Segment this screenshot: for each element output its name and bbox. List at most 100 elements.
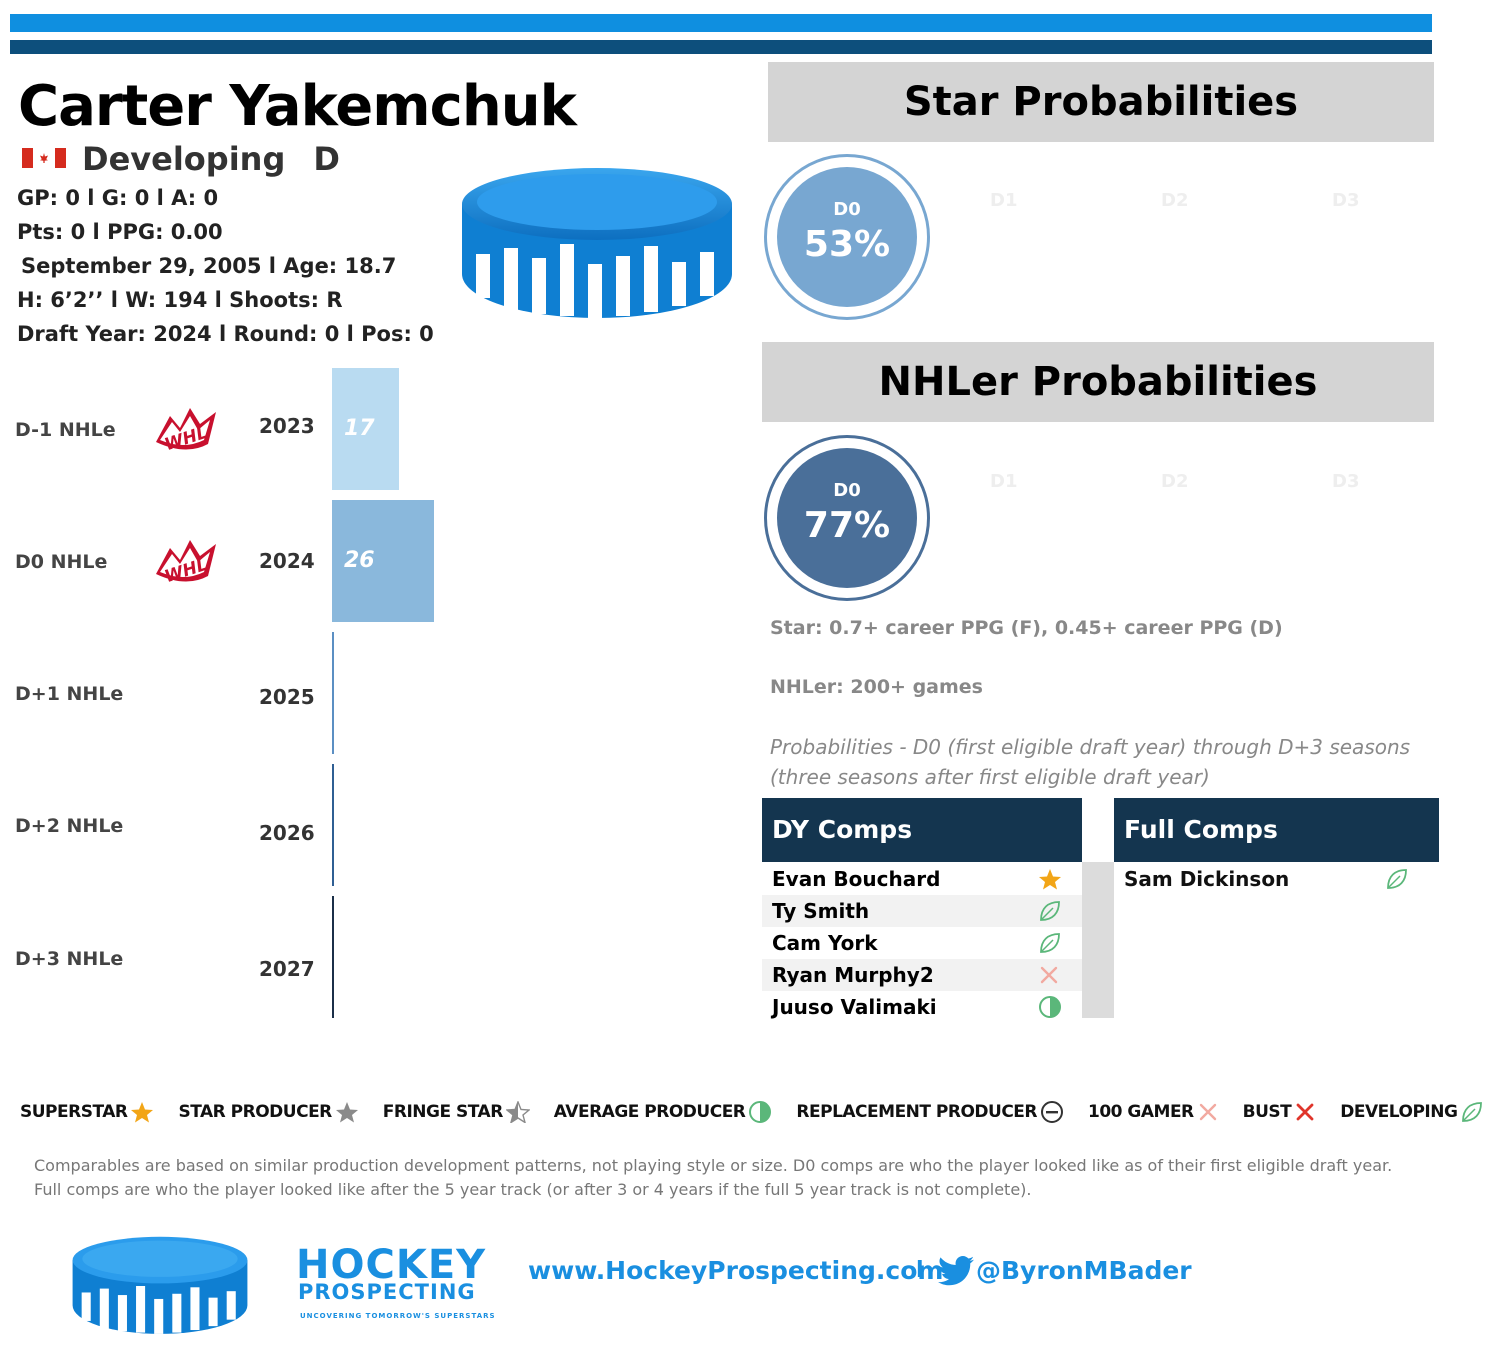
dy-comp-row[interactable]: Juuso Valimaki: [762, 991, 1082, 1023]
comp-player-name: Cam York: [772, 931, 878, 955]
legend-label: SUPERSTAR: [20, 1102, 128, 1122]
nhle-row-label: D+2 NHLe: [15, 815, 124, 837]
nhle-row-label: D0 NHLe: [15, 551, 108, 573]
average-producer-icon: [745, 1100, 772, 1124]
nhle-row-year: 2023: [259, 414, 315, 438]
nhle-bar: [332, 764, 334, 886]
star-d1-label: D1: [990, 190, 1018, 211]
comp-player-name: Juuso Valimaki: [772, 995, 937, 1019]
nhle-row-year: 2025: [259, 685, 315, 709]
legend-item: REPLACEMENT PRODUCER: [796, 1100, 1064, 1124]
nhler-probabilities-header: NHLer Probabilities: [762, 342, 1434, 422]
nhler-d0-label: D0: [833, 480, 861, 501]
header-accent-bar: [10, 14, 1432, 32]
comp-player-name: Ryan Murphy2: [772, 963, 934, 987]
comps-divider: [1082, 862, 1114, 1018]
brand-name-line1: HOCKEY: [296, 1242, 487, 1288]
header-accent-bar-dark: [10, 40, 1432, 54]
comp-player-name: Sam Dickinson: [1124, 867, 1290, 891]
nhle-bar-value: 26: [344, 548, 375, 573]
star-d0-circle: D0 53%: [764, 154, 930, 320]
hockey-puck-logo: [462, 168, 732, 318]
legend-item: STAR PRODUCER: [178, 1101, 358, 1123]
developing-icon: [1385, 867, 1411, 891]
star-probabilities-header: Star Probabilities: [768, 62, 1434, 142]
average-producer-icon: [1038, 995, 1064, 1019]
legend-item: 100 GAMER: [1088, 1101, 1219, 1123]
developing-icon: [1038, 899, 1064, 923]
nhle-row-label: D+1 NHLe: [15, 683, 124, 705]
developing-icon: [1038, 931, 1064, 955]
legend-label: REPLACEMENT PRODUCER: [796, 1102, 1038, 1122]
nhler-definition: NHLer: 200+ games: [770, 676, 983, 698]
nhler-d1-label: D1: [990, 471, 1018, 492]
nhle-row-year: 2024: [259, 549, 315, 573]
player-name: Carter Yakemchuk: [18, 74, 577, 139]
comp-type-legend: SUPERSTAR STAR PRODUCER FRINGE STAR AVERAGE…: [20, 1100, 1488, 1124]
player-status-line: Developing D: [82, 140, 340, 178]
legend-item: AVERAGE PRODUCER: [554, 1100, 773, 1124]
brand-tagline: UNCOVERING TOMORROW'S SUPERSTARS: [300, 1312, 496, 1320]
legend-item: SUPERSTAR: [20, 1101, 154, 1123]
star-producer-icon: [332, 1101, 359, 1123]
comparables-footnote: Comparables are based on similar product…: [34, 1156, 1393, 1199]
developing-icon: [1457, 1100, 1484, 1124]
nhle-bar: 17: [332, 368, 399, 490]
dy-comp-row[interactable]: Cam York: [762, 927, 1082, 959]
dy-comp-row[interactable]: Ryan Murphy2: [762, 959, 1082, 991]
full-comp-row[interactable]: Sam Dickinson: [1114, 863, 1439, 895]
canada-flag-icon: [22, 148, 66, 168]
player-draft-line: Draft Year: 2024 l Round: 0 l Pos: 0: [17, 322, 434, 346]
bust-icon: [1291, 1101, 1316, 1123]
player-position: D: [313, 140, 340, 178]
brand-name-line2: PROSPECTING: [298, 1280, 476, 1304]
player-points-line: Pts: 0 l PPG: 0.00: [17, 220, 223, 244]
legend-label: BUST: [1242, 1102, 1292, 1122]
100-gamer-icon: [1038, 963, 1064, 987]
footer-separator: l: [916, 1258, 924, 1283]
player-stats-line: GP: 0 l G: 0 l A: 0: [17, 186, 219, 210]
player-status: Developing: [82, 140, 286, 178]
nhle-bar: [332, 632, 334, 754]
nhler-d0-circle: D0 77%: [764, 435, 930, 601]
player-size-line: H: 6’2’’ l W: 194 l Shoots: R: [17, 288, 343, 312]
superstar-icon: [1038, 867, 1064, 891]
twitter-handle[interactable]: @ByronMBader: [976, 1256, 1192, 1285]
whl-logo-icon: WHL: [150, 402, 224, 458]
star-d0-value: 53%: [803, 224, 891, 265]
star-definition: Star: 0.7+ career PPG (F), 0.45+ career …: [770, 617, 1283, 639]
nhle-row-year: 2027: [259, 957, 315, 981]
legend-item: DEVELOPING: [1340, 1100, 1484, 1124]
hockey-prospecting-puck-logo: [72, 1236, 248, 1334]
legend-label: DEVELOPING: [1340, 1102, 1458, 1122]
nhle-row-label: D-1 NHLe: [15, 419, 116, 441]
fringe-star-icon: [503, 1101, 530, 1123]
nhle-bar-value: 17: [344, 416, 375, 441]
legend-label: STAR PRODUCER: [178, 1102, 332, 1122]
whl-logo-icon: WHL: [150, 534, 224, 590]
star-d3-label: D3: [1332, 190, 1360, 211]
nhle-bar: 26: [332, 500, 434, 622]
player-birth-line: September 29, 2005 l Age: 18.7: [21, 254, 397, 278]
comp-player-name: Evan Bouchard: [772, 867, 941, 891]
legend-item: BUST: [1243, 1101, 1317, 1123]
nhle-row-label: D+3 NHLe: [15, 948, 124, 970]
comp-player-name: Ty Smith: [772, 899, 870, 923]
nhle-row-year: 2026: [259, 821, 315, 845]
dy-comps-header: DY Comps: [762, 798, 1082, 862]
100-gamer-icon: [1194, 1101, 1219, 1123]
nhler-d2-label: D2: [1161, 471, 1189, 492]
dy-comp-row[interactable]: Evan Bouchard: [762, 863, 1082, 895]
star-d0-label: D0: [833, 199, 861, 220]
twitter-icon: [938, 1256, 974, 1286]
full-comps-header: Full Comps: [1114, 798, 1439, 862]
legend-item: FRINGE STAR: [383, 1101, 530, 1123]
legend-label: 100 GAMER: [1088, 1102, 1194, 1122]
nhler-d3-label: D3: [1332, 471, 1360, 492]
replacement-producer-icon: [1037, 1100, 1064, 1124]
legend-label: AVERAGE PRODUCER: [553, 1102, 746, 1122]
website-link[interactable]: www.HockeyProspecting.com: [528, 1256, 944, 1285]
nhler-d0-value: 77%: [803, 505, 891, 546]
probabilities-definition: Probabilities - D0 (first eligible draft…: [770, 735, 1411, 789]
dy-comp-row[interactable]: Ty Smith: [762, 895, 1082, 927]
